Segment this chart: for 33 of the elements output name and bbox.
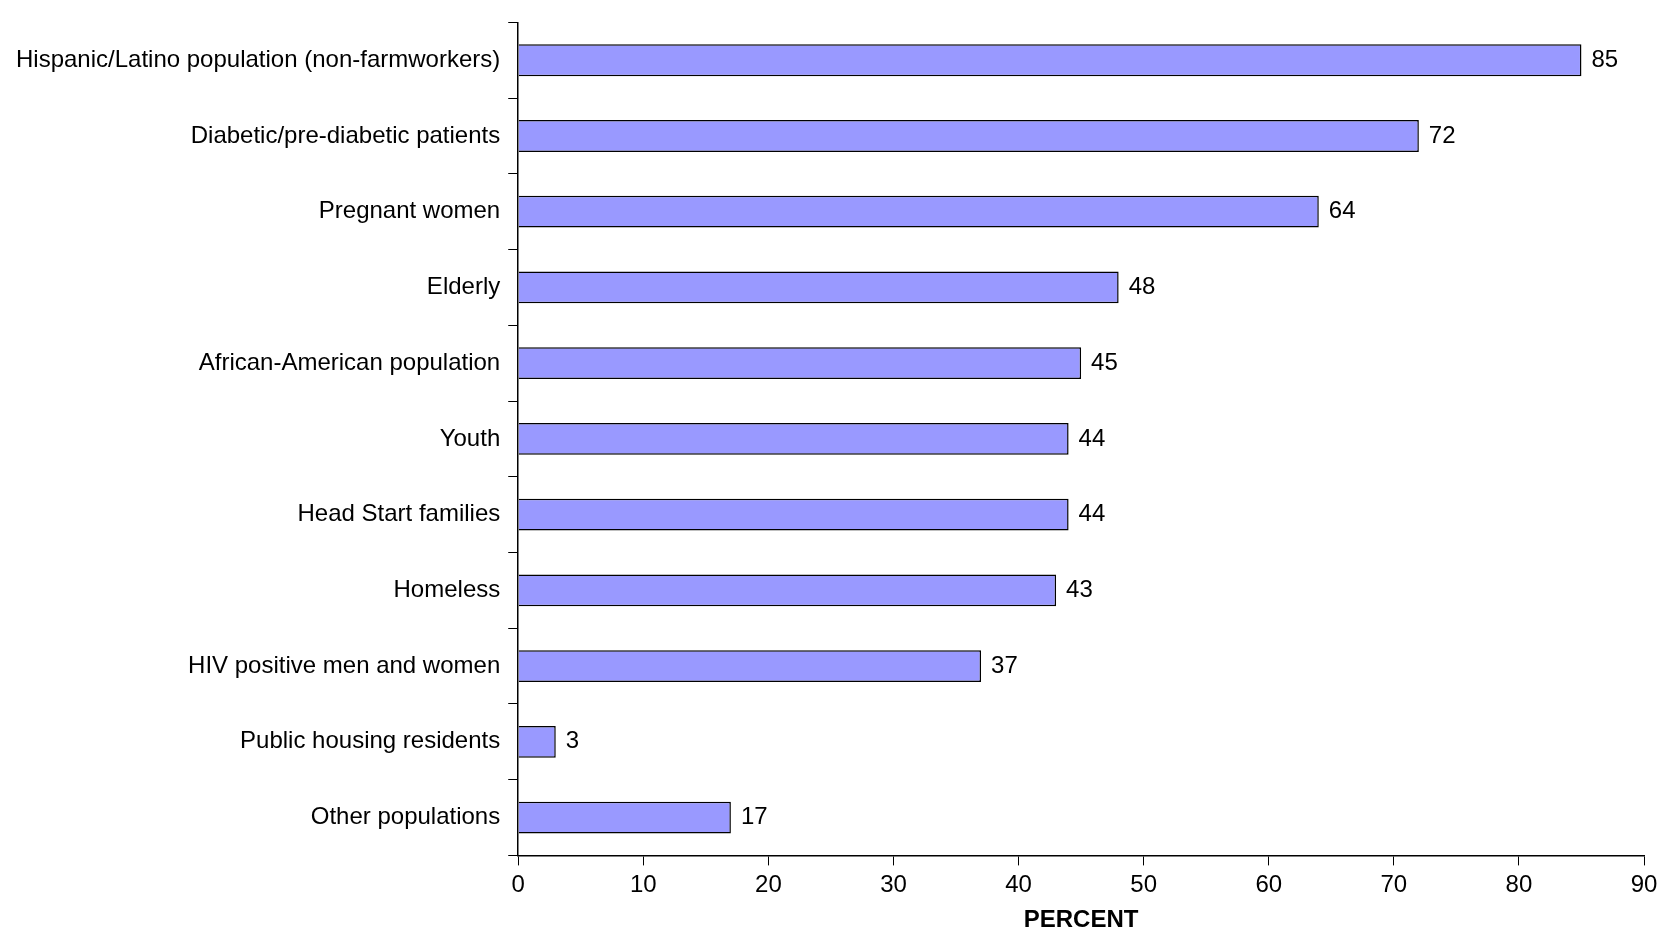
y-tick-label: Elderly — [426, 272, 501, 300]
data-label: 43 — [1066, 574, 1093, 602]
data-label: 3 — [565, 726, 580, 754]
data-label: 85 — [1591, 44, 1619, 72]
data-label: 17 — [740, 802, 768, 830]
y-tick-label: Youth — [439, 423, 501, 451]
data-label: 48 — [1128, 272, 1156, 300]
y-tick-label: Head Start families — [297, 499, 501, 527]
data-label: 72 — [1428, 120, 1456, 148]
data-label: 44 — [1078, 499, 1106, 527]
y-tick-label: Hispanic/Latino population (non-farmworkers) — [16, 44, 501, 72]
x-tick-label: 80 — [1505, 870, 1533, 898]
y-tick-label: HIV positive men and women — [188, 650, 501, 678]
x-tick-label: 0 — [511, 870, 525, 898]
x-tick-label: 30 — [880, 870, 907, 898]
y-tick-label: Diabetic/pre-diabetic patients — [190, 120, 501, 148]
x-tick-label: 90 — [1630, 870, 1658, 898]
data-label: 64 — [1328, 196, 1356, 224]
x-tick-label: 40 — [1005, 870, 1032, 898]
x-tick-label: 10 — [629, 870, 657, 898]
x-tick-label: 50 — [1130, 870, 1158, 898]
y-tick-label: Homeless — [393, 574, 501, 602]
x-axis-title: PERCENT — [1023, 905, 1139, 933]
y-tick-label: African-American population — [198, 347, 501, 375]
y-tick-label: Public housing residents — [240, 726, 501, 754]
y-tick-label: Pregnant women — [318, 196, 501, 224]
x-tick-label: 20 — [755, 870, 782, 898]
data-label: 44 — [1078, 423, 1106, 451]
x-tick-label: 70 — [1380, 870, 1408, 898]
data-label: 45 — [1091, 347, 1118, 375]
x-tick-label: 60 — [1255, 870, 1283, 898]
data-label: 37 — [991, 650, 1018, 678]
y-tick-label: Other populations — [310, 802, 501, 830]
